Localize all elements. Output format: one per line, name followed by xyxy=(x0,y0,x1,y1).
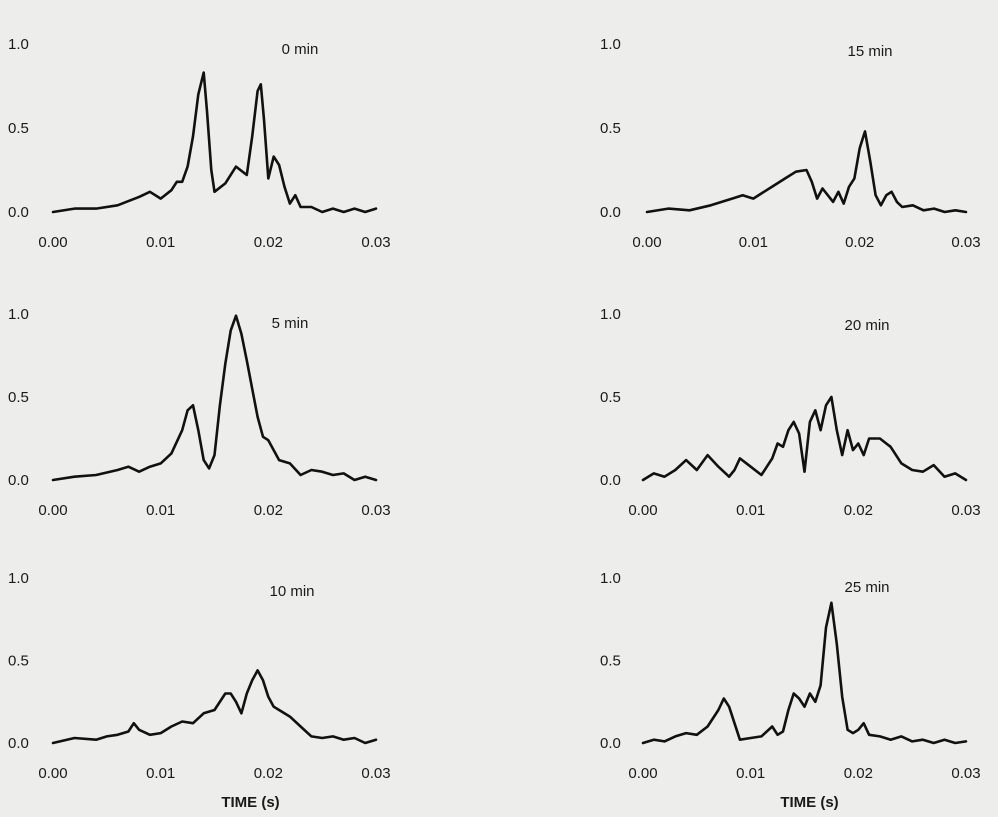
x-tick-label: 0.03 xyxy=(951,234,980,251)
chart-panel-5: 0.0 0.5 1.0 0.00 0.01 0.02 0.03 25 min TIME (s) xyxy=(600,570,981,811)
y-tick-label: 0.0 xyxy=(8,472,29,489)
y-tick-label: 0.5 xyxy=(8,653,29,670)
y-tick-label: 1.0 xyxy=(8,306,29,323)
x-tick-label: 0.03 xyxy=(951,502,980,519)
x-tick-label: 0.02 xyxy=(844,502,873,519)
y-tick-label: 0.0 xyxy=(600,204,621,221)
x-tick-label: 0.02 xyxy=(254,234,283,251)
x-tick-label: 0.01 xyxy=(146,502,175,519)
y-tick-label: 1.0 xyxy=(8,36,29,53)
x-tick-label: 0.03 xyxy=(951,765,980,782)
y-tick-label: 0.0 xyxy=(600,735,621,752)
series-line xyxy=(645,130,968,214)
y-tick-label: 0.0 xyxy=(8,204,29,221)
series-line xyxy=(51,314,378,482)
x-axis-label: TIME (s) xyxy=(221,794,279,811)
series-line xyxy=(51,669,378,745)
x-tick-label: 0.03 xyxy=(361,502,390,519)
x-tick-label: 0.01 xyxy=(736,765,765,782)
panel-title: 0 min xyxy=(282,41,319,58)
chart-panel-1: 0.0 0.5 1.0 0.00 0.01 0.02 0.03 15 min xyxy=(600,36,981,251)
panel-title: 10 min xyxy=(269,583,314,600)
chart-panel-3: 0.0 0.5 1.0 0.00 0.01 0.02 0.03 20 min xyxy=(600,306,981,519)
x-tick-label: 0.00 xyxy=(38,502,67,519)
y-tick-label: 1.0 xyxy=(600,306,621,323)
y-tick-label: 0.5 xyxy=(600,653,621,670)
x-tick-label: 0.02 xyxy=(254,765,283,782)
y-tick-label: 0.0 xyxy=(8,735,29,752)
y-tick-label: 1.0 xyxy=(600,36,621,53)
x-tick-label: 0.00 xyxy=(628,765,657,782)
panel-title: 5 min xyxy=(272,315,309,332)
chart-panel-0: 0.0 0.5 1.0 0.00 0.01 0.02 0.03 0 min xyxy=(8,36,391,251)
x-tick-label: 0.02 xyxy=(844,765,873,782)
panel-title: 20 min xyxy=(844,317,889,334)
x-tick-label: 0.02 xyxy=(845,234,874,251)
y-tick-label: 0.0 xyxy=(600,472,621,489)
x-tick-label: 0.01 xyxy=(146,765,175,782)
series-line xyxy=(51,71,378,214)
y-tick-label: 0.5 xyxy=(8,389,29,406)
x-tick-label: 0.03 xyxy=(361,765,390,782)
series-line xyxy=(641,395,968,482)
y-tick-label: 0.5 xyxy=(8,120,29,137)
x-axis-label: TIME (s) xyxy=(780,794,838,811)
chart-panel-2: 0.0 0.5 1.0 0.00 0.01 0.02 0.03 5 min xyxy=(8,306,391,519)
panel-title: 15 min xyxy=(847,43,892,60)
y-tick-label: 0.5 xyxy=(600,120,621,137)
x-tick-label: 0.01 xyxy=(736,502,765,519)
x-tick-label: 0.00 xyxy=(38,765,67,782)
x-tick-label: 0.00 xyxy=(628,502,657,519)
x-tick-label: 0.01 xyxy=(739,234,768,251)
y-tick-label: 1.0 xyxy=(600,570,621,587)
x-tick-label: 0.03 xyxy=(361,234,390,251)
y-tick-label: 0.5 xyxy=(600,389,621,406)
x-tick-label: 0.00 xyxy=(632,234,661,251)
x-tick-label: 0.01 xyxy=(146,234,175,251)
x-tick-label: 0.00 xyxy=(38,234,67,251)
series-line xyxy=(641,601,968,745)
x-tick-label: 0.02 xyxy=(254,502,283,519)
y-tick-label: 1.0 xyxy=(8,570,29,587)
chart-panel-4: 0.0 0.5 1.0 0.00 0.01 0.02 0.03 10 min TIME (s) xyxy=(8,570,391,811)
panel-title: 25 min xyxy=(844,579,889,596)
